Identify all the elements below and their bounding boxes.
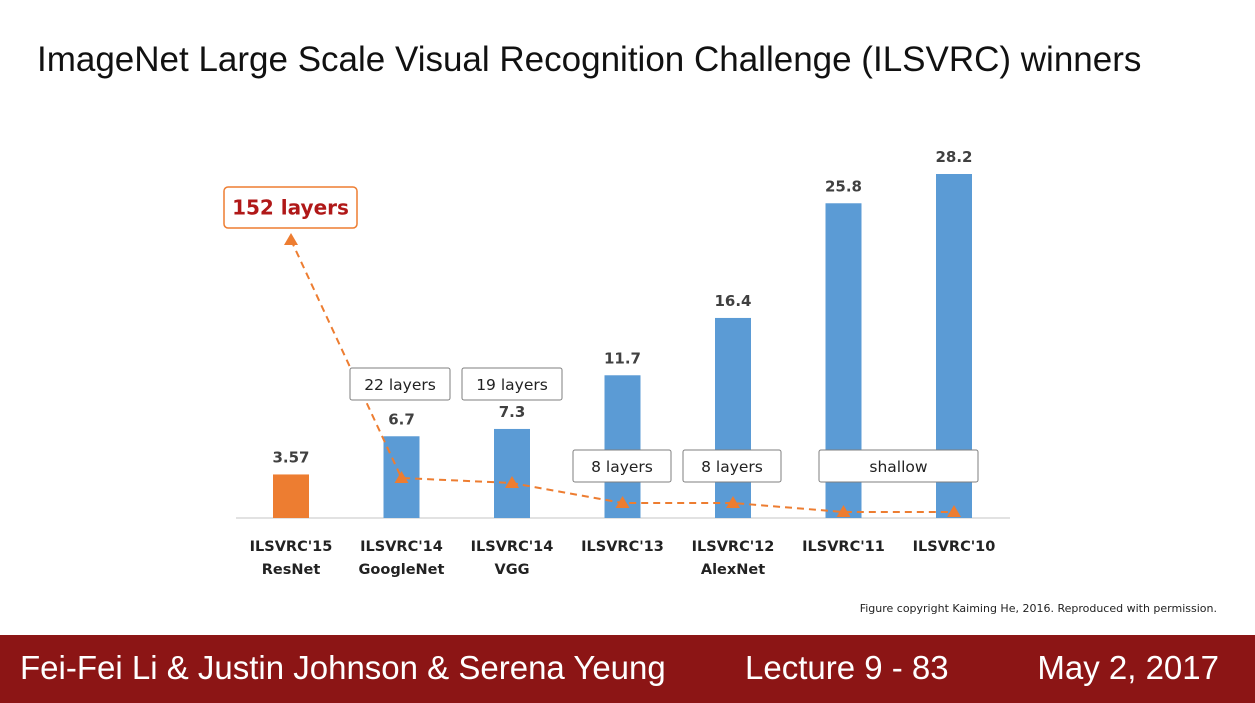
bar bbox=[273, 474, 309, 518]
footer-date: May 2, 2017 bbox=[1037, 649, 1219, 686]
layers-triangle-marker bbox=[836, 505, 851, 517]
layer-box-label: 8 layers bbox=[591, 458, 653, 476]
category-sublabel: VGG bbox=[494, 562, 529, 578]
category-label: ILSVRC'15 bbox=[250, 539, 333, 555]
layers-triangle-marker bbox=[726, 496, 740, 508]
category-label: ILSVRC'14 bbox=[471, 539, 554, 555]
layer-box bbox=[682, 449, 782, 483]
layer-boxes: 152 layers 22 layers 19 layers 8 layers 8 la… bbox=[223, 186, 979, 483]
layers-line bbox=[284, 233, 961, 517]
footer-authors: Fei-Fei Li & Justin Johnson & Serena Yeu… bbox=[20, 649, 666, 686]
category-label: ILSVRC'12 bbox=[692, 539, 775, 555]
layer-box bbox=[349, 367, 451, 401]
bar-value-label: 11.7 bbox=[604, 349, 641, 367]
layer-box-label: shallow bbox=[869, 458, 927, 476]
slide-title: ImageNet Large Scale Visual Recognition … bbox=[37, 40, 1142, 79]
labels: 3.57 ILSVRC'15 ResNet 6.7 ILSVRC'14 GoogleNet… bbox=[250, 148, 996, 578]
bar bbox=[715, 317, 751, 518]
category-sublabel: AlexNet bbox=[701, 562, 765, 578]
bar bbox=[494, 428, 530, 518]
category-label: ILSVRC'13 bbox=[581, 539, 664, 555]
layer-box-label: 22 layers bbox=[364, 376, 436, 394]
bar-value-label: 7.3 bbox=[499, 403, 526, 421]
category-label: ILSVRC'10 bbox=[913, 539, 996, 555]
category-sublabel: ResNet bbox=[262, 562, 321, 578]
layer-box-label: 152 layers bbox=[232, 196, 349, 220]
bar bbox=[604, 375, 641, 518]
slide-footer: Fei-Fei Li & Justin Johnson & Serena Yeu… bbox=[0, 635, 1255, 703]
layer-box bbox=[572, 449, 672, 483]
layers-triangle-marker bbox=[284, 233, 298, 245]
category-label: ILSVRC'11 bbox=[802, 539, 885, 555]
bar-value-label: 25.8 bbox=[825, 177, 862, 195]
figure-copyright: Figure copyright Kaiming He, 2016. Repro… bbox=[859, 602, 1217, 615]
bar-value-label: 28.2 bbox=[935, 148, 972, 166]
bar-chart: 152 layers 22 layers 19 layers 8 layers 8 la… bbox=[223, 148, 1010, 578]
layers-triangle-marker bbox=[394, 471, 409, 483]
category-sublabel: GoogleNet bbox=[359, 562, 445, 578]
layer-box-label: 8 layers bbox=[701, 458, 763, 476]
highlight-layer-box bbox=[223, 186, 358, 229]
category-label: ILSVRC'14 bbox=[360, 539, 443, 555]
layers-triangle-marker bbox=[947, 505, 961, 517]
footer-lecture-number: Lecture 9 - 83 bbox=[745, 649, 949, 686]
layer-box bbox=[818, 449, 979, 483]
bar-value-label: 3.57 bbox=[272, 448, 309, 466]
bar-value-label: 6.7 bbox=[388, 410, 415, 428]
bar-value-label: 16.4 bbox=[714, 292, 751, 310]
layers-triangle-marker bbox=[505, 476, 519, 488]
layer-box-label: 19 layers bbox=[476, 376, 548, 394]
layers-triangle-marker bbox=[615, 496, 630, 508]
layer-box bbox=[461, 367, 563, 401]
